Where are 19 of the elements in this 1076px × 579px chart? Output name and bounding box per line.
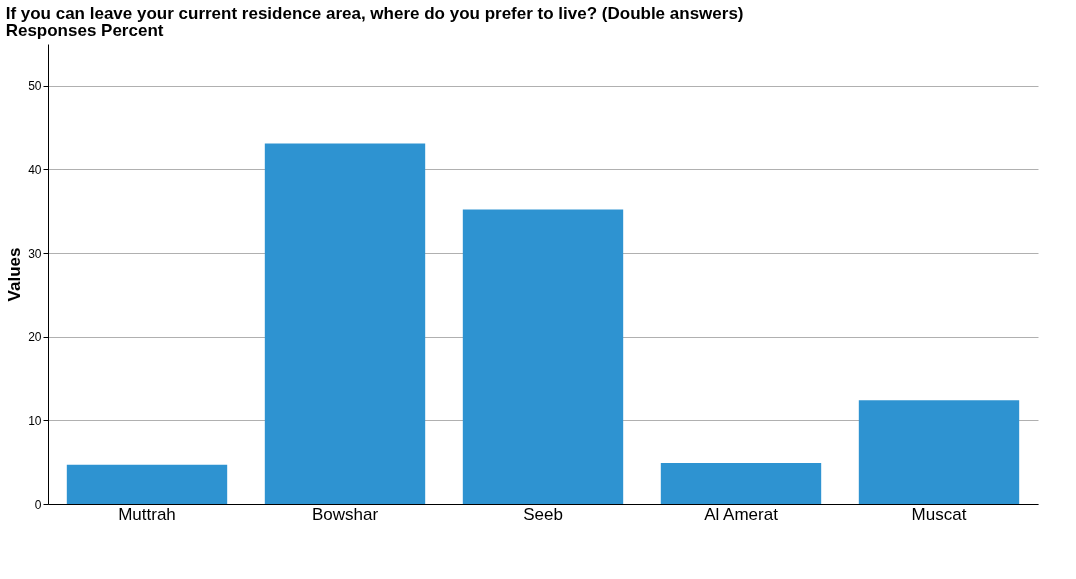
chart-subtitle: Responses Percent <box>5 21 164 40</box>
bar <box>66 464 228 504</box>
bar <box>462 209 624 504</box>
y-tick-label: 50 <box>28 79 42 94</box>
bar <box>264 143 426 504</box>
x-tick-label: Bowshar <box>311 504 379 524</box>
bar <box>660 463 822 504</box>
y-tick-label: 30 <box>28 246 42 261</box>
x-tick-label: Seeb <box>523 504 563 524</box>
x-tick-label: Al Amerat <box>704 504 779 524</box>
y-tick-label: 10 <box>28 413 42 428</box>
chart-title: If you can leave your current residence area, where do you prefer to live? (Double answers) <box>5 4 744 23</box>
x-tick-label: Muscat <box>911 504 967 524</box>
y-tick-label: 40 <box>28 162 42 177</box>
bar <box>858 400 1020 504</box>
y-tick-label: 0 <box>34 497 42 512</box>
y-axis-title: Values <box>5 247 25 302</box>
y-tick-label: 20 <box>28 330 42 345</box>
x-tick-label: Muttrah <box>118 504 176 524</box>
